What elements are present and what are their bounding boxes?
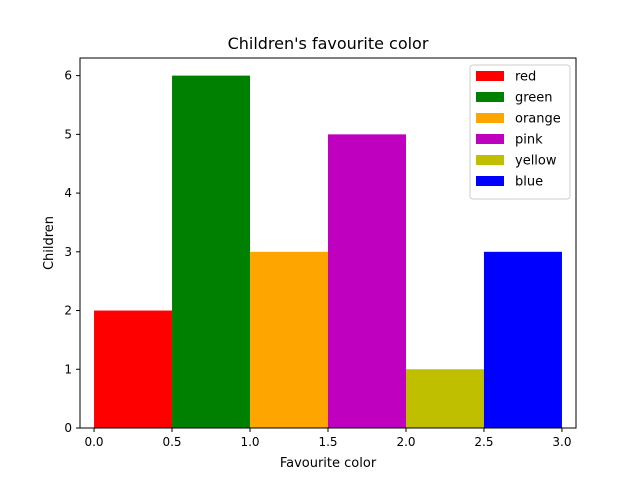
legend-label-green: green: [515, 91, 553, 106]
bar-blue: [483, 251, 562, 428]
legend-label-red: red: [515, 70, 536, 85]
ticks-group: 0.0 0.5 1.0 1.5 2.0 2.5 3.0 0 1 2 3 4 5 6: [64, 69, 571, 449]
chart-title: Children's favourite color: [228, 34, 429, 53]
legend-swatch-yellow: [476, 155, 504, 165]
bar-red: [94, 310, 173, 428]
x-tick-label: 2.0: [396, 435, 415, 449]
legend-label-yellow: yellow: [515, 154, 557, 169]
x-tick-label: 3.0: [552, 435, 571, 449]
bar-green: [172, 75, 251, 429]
y-tick-label: 0: [64, 421, 72, 435]
bar-yellow: [405, 369, 484, 428]
legend-swatch-blue: [476, 176, 504, 186]
bar-orange: [250, 251, 328, 428]
legend-label-pink: pink: [515, 133, 543, 148]
bars-group: [94, 75, 562, 429]
legend-swatch-pink: [476, 134, 504, 144]
legend-swatch-orange: [476, 113, 504, 123]
legend-label-blue: blue: [515, 175, 543, 190]
plot-frame: [79, 57, 577, 429]
y-tick-label: 5: [64, 127, 72, 141]
x-tick-label: 0.5: [162, 435, 181, 449]
y-tick-label: 3: [64, 245, 72, 259]
x-tick-label: 1.0: [240, 435, 259, 449]
bar-pink: [328, 134, 406, 428]
legend: red green orange pink yellow blue: [469, 64, 571, 200]
y-axis-label: Children: [42, 216, 57, 270]
x-axis-label: Favourite color: [280, 456, 377, 471]
y-tick-label: 1: [64, 362, 72, 376]
x-tick-label: 1.5: [318, 435, 337, 449]
y-tick-label: 2: [64, 304, 72, 318]
x-tick-label: 0.0: [84, 435, 103, 449]
x-tick-label: 2.5: [474, 435, 493, 449]
y-tick-label: 4: [64, 186, 72, 200]
legend-label-orange: orange: [515, 112, 561, 127]
legend-swatch-red: [476, 71, 504, 81]
legend-swatch-green: [476, 92, 504, 102]
y-tick-label: 6: [64, 69, 72, 83]
